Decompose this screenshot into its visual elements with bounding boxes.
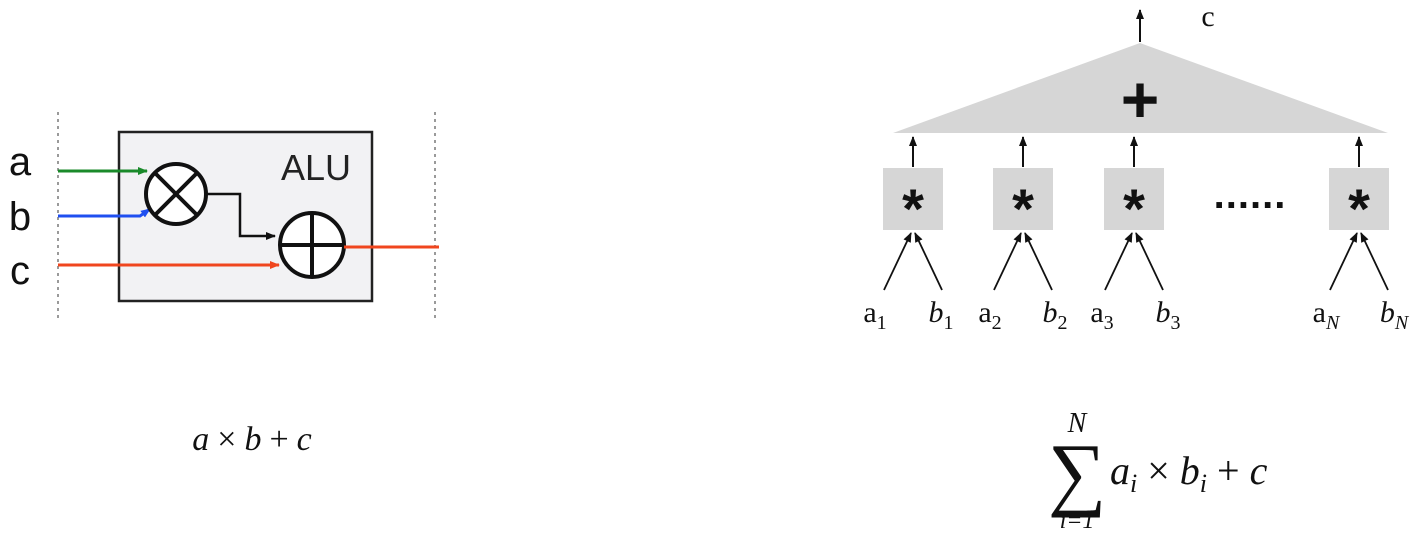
input-arrow-b-1 — [914, 232, 943, 291]
multiplier-icon — [144, 162, 208, 226]
label-a-1: a1 — [863, 296, 886, 334]
alu-diagram: ALU a b c — [9, 112, 439, 322]
label-b-3: b3 — [1156, 296, 1181, 334]
multiplier-symbol-2: * — [1012, 177, 1034, 240]
label-a-n: aN — [1313, 296, 1341, 334]
formula-left-plus: + — [269, 421, 288, 458]
wire-b — [58, 207, 151, 218]
input-arrow-a-n — [1329, 232, 1358, 291]
adder-triangle — [893, 43, 1388, 133]
multiplier-box-3 — [1104, 168, 1164, 230]
sum-symbol: ∑ — [1048, 427, 1106, 518]
adder-icon — [278, 211, 346, 279]
formula-left-a: a — [192, 421, 209, 458]
formula-left-c: c — [297, 421, 312, 458]
input-label-b: b — [9, 195, 31, 239]
input-label-a: a — [9, 140, 32, 184]
input-label-c: c — [10, 249, 30, 293]
label-a-2: a2 — [978, 296, 1001, 334]
output-label: c — [1201, 0, 1214, 33]
expr-b: b — [1180, 448, 1200, 493]
multiplier-symbol-3: * — [1123, 177, 1145, 240]
label-a-3: a3 — [1090, 296, 1113, 334]
label-b-1: b1 — [929, 296, 954, 334]
expr-times: × — [1147, 448, 1170, 493]
multiplier-unit-3: * a3 b3 — [1090, 136, 1181, 334]
input-arrow-a-3 — [1104, 232, 1133, 291]
ellipsis: ...... — [1214, 173, 1287, 217]
multiplier-box-2 — [993, 168, 1053, 230]
expr-a: a — [1110, 448, 1130, 493]
formula-right: N ∑ i=1 ai × bi + c — [1048, 408, 1268, 534]
multiplier-unit-n: * aN bN — [1313, 136, 1410, 334]
multiplier-symbol-1: * — [902, 177, 924, 240]
adder-tree-diagram: + c * a1 b1 * a2 b2 * — [863, 0, 1409, 334]
multiplier-box-n — [1329, 168, 1389, 230]
input-arrow-a-1 — [883, 232, 912, 291]
alu-label: ALU — [281, 147, 351, 188]
expr-b-sub: i — [1200, 469, 1207, 498]
label-b-n: bN — [1380, 296, 1410, 334]
sum-upper-limit: N — [1067, 408, 1088, 439]
adder-symbol: + — [1121, 62, 1160, 136]
expr-plus: + — [1217, 448, 1240, 493]
expr-a-sub: i — [1130, 469, 1137, 498]
input-arrow-b-n — [1360, 232, 1389, 291]
formula-left-times: × — [217, 421, 236, 458]
input-arrow-a-2 — [993, 232, 1022, 291]
input-arrow-b-3 — [1135, 232, 1164, 291]
multiplier-box-1 — [883, 168, 943, 230]
multiplier-unit-1: * a1 b1 — [863, 136, 954, 334]
formula-left-b: b — [244, 421, 261, 458]
wire-product — [206, 192, 276, 240]
label-b-2: b2 — [1043, 296, 1068, 334]
multiplier-symbol-n: * — [1348, 177, 1370, 240]
sum-lower-limit: i=1 — [1060, 508, 1095, 534]
multiplier-unit-2: * a2 b2 — [978, 136, 1068, 334]
input-arrow-b-2 — [1024, 232, 1053, 291]
sum-expression: ai × bi + c — [1110, 448, 1268, 498]
formula-left: a × b + c — [192, 421, 311, 458]
expr-c: c — [1250, 448, 1268, 493]
